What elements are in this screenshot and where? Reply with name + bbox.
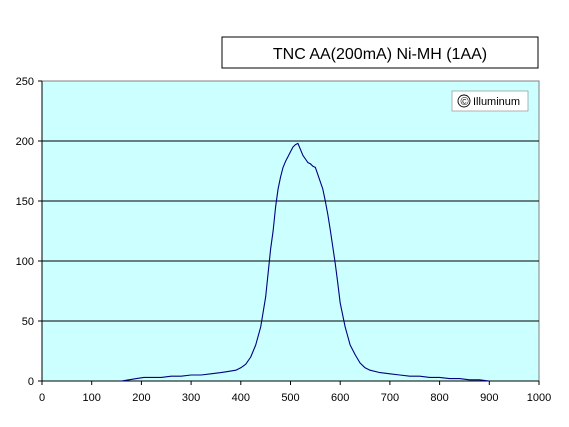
y-tick-label-100: 100 bbox=[16, 256, 34, 268]
x-tick-label-1000: 1000 bbox=[527, 392, 551, 404]
x-tick-label-600: 600 bbox=[331, 392, 349, 404]
x-tick-label-0: 0 bbox=[39, 392, 45, 404]
gridlines bbox=[42, 140, 539, 322]
x-tick-label-500: 500 bbox=[281, 392, 299, 404]
watermark: © Illuminum bbox=[451, 90, 529, 112]
series-line bbox=[121, 142, 490, 382]
y-tick-label-200: 200 bbox=[16, 136, 34, 148]
title-box: TNC AA(200mA) Ni-MH (1AA) bbox=[221, 36, 539, 69]
y-tick-label-250: 250 bbox=[16, 76, 34, 88]
copyright-icon bbox=[457, 94, 471, 108]
x-tick-label-900: 900 bbox=[480, 392, 498, 404]
x-tick-label-100: 100 bbox=[83, 392, 101, 404]
x-tick-label-200: 200 bbox=[132, 392, 150, 404]
title-border bbox=[221, 36, 539, 69]
y-tick-label-150: 150 bbox=[16, 196, 34, 208]
y-axis: 0 50 100 150 200 250 bbox=[16, 76, 43, 388]
y-tick-label-50: 50 bbox=[22, 316, 34, 328]
x-tick-label-700: 700 bbox=[381, 392, 399, 404]
x-axis: 0 100 200 300 400 500 600 700 800 900 1000 bbox=[39, 380, 551, 404]
copyright-symbol: © bbox=[461, 96, 469, 108]
x-tick-label-300: 300 bbox=[182, 392, 200, 404]
watermark-text: Illuminum bbox=[473, 96, 520, 108]
x-tick-label-800: 800 bbox=[430, 392, 448, 404]
y-tick-label-0: 0 bbox=[28, 376, 34, 388]
x-tick-label-400: 400 bbox=[232, 392, 250, 404]
chart-title: TNC AA(200mA) Ni-MH (1AA) bbox=[273, 46, 487, 63]
watermark-box bbox=[451, 90, 529, 112]
plot-area bbox=[41, 80, 540, 382]
